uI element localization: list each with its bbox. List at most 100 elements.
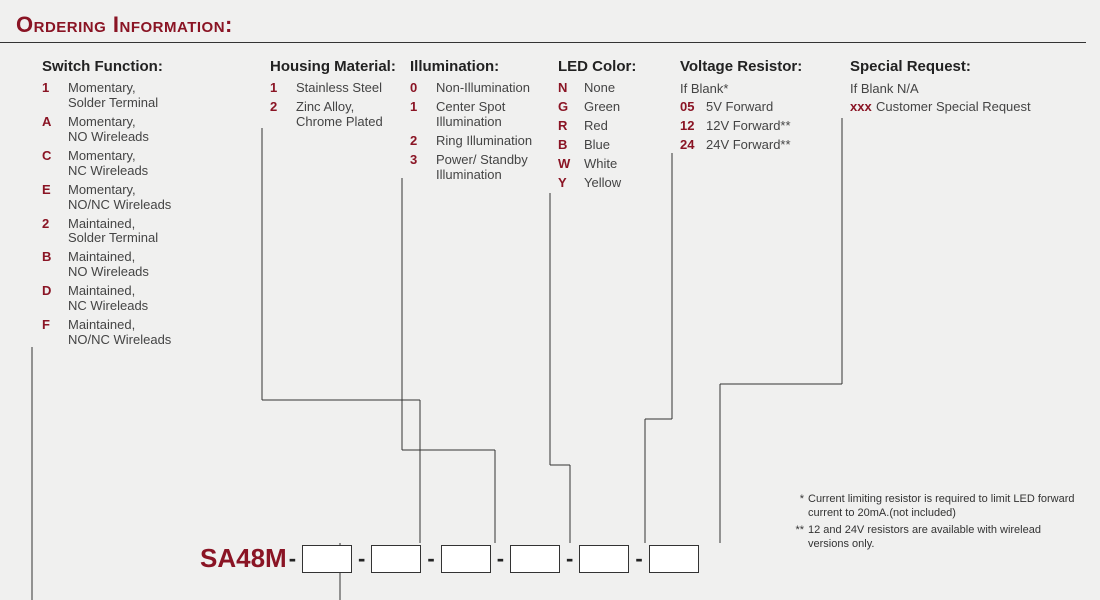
option-code: 2 (410, 134, 436, 149)
option-label: Power/ StandbyIllumination (436, 153, 528, 183)
option-code: C (42, 149, 68, 164)
option-code: A (42, 115, 68, 130)
option-row: DMaintained,NC Wireleads (42, 284, 171, 314)
column-housing: Housing Material:1Stainless Steel2Zinc A… (270, 58, 396, 134)
dash: - (497, 546, 504, 572)
option-code: 12 (680, 119, 706, 134)
option-row: BBlue (558, 138, 636, 153)
if-blank-note: If Blank* (680, 81, 802, 96)
option-row: 055V Forward (680, 100, 802, 115)
option-code: G (558, 100, 584, 115)
option-code: R (558, 119, 584, 134)
option-row: xxxCustomer Special Request (850, 100, 1031, 115)
option-code: 0 (410, 81, 436, 96)
option-row: AMomentary,NO Wireleads (42, 115, 171, 145)
dash: - (635, 546, 642, 572)
option-row: 2Zinc Alloy,Chrome Plated (270, 100, 396, 130)
option-label: Maintained,NO/NC Wireleads (68, 318, 171, 348)
column-switch: Switch Function: 1Momentary,Solder Termin… (42, 58, 171, 352)
column-header: Housing Material: (270, 58, 396, 75)
option-row: BMaintained,NO Wireleads (42, 250, 171, 280)
option-label: 5V Forward (706, 100, 773, 115)
option-label: Red (584, 119, 608, 134)
column-header: Switch Function: (42, 58, 171, 75)
option-row: 1Center SpotIllumination (410, 100, 532, 130)
option-code: xxx (850, 100, 876, 115)
option-label: Maintained,Solder Terminal (68, 217, 158, 247)
option-code: E (42, 183, 68, 198)
option-label: 24V Forward** (706, 138, 791, 153)
option-label: Non-Illumination (436, 81, 530, 96)
option-label: Stainless Steel (296, 81, 382, 96)
option-code: 3 (410, 153, 436, 168)
option-row: 2Ring Illumination (410, 134, 532, 149)
option-label: 12V Forward** (706, 119, 791, 134)
option-code: Y (558, 176, 584, 191)
option-row: EMomentary,NO/NC Wireleads (42, 183, 171, 213)
option-label: Maintained,NC Wireleads (68, 284, 148, 314)
option-row: GGreen (558, 100, 636, 115)
option-row: 1Stainless Steel (270, 81, 396, 96)
part-box (371, 545, 421, 573)
part-box (649, 545, 699, 573)
option-code: 05 (680, 100, 706, 115)
page-title: Ordering Information: (0, 0, 1086, 43)
option-code: 24 (680, 138, 706, 153)
if-blank-note: If Blank N/A (850, 81, 1031, 96)
option-label: White (584, 157, 617, 172)
part-box (510, 545, 560, 573)
option-label: Ring Illumination (436, 134, 532, 149)
footnote-text: Current limiting resistor is required to… (808, 492, 1080, 521)
option-label: Zinc Alloy,Chrome Plated (296, 100, 383, 130)
part-number-row: SA48M------ (200, 543, 703, 574)
column-header: Voltage Resistor: (680, 58, 802, 75)
footnote-text: 12 and 24V resistors are available with … (808, 523, 1080, 552)
option-row: 2Maintained,Solder Terminal (42, 217, 171, 247)
column-header: LED Color: (558, 58, 636, 75)
part-box (441, 545, 491, 573)
footnote: *Current limiting resistor is required t… (790, 492, 1080, 521)
option-row: 1212V Forward** (680, 119, 802, 134)
part-box (302, 545, 352, 573)
column-special: Special Request: If Blank N/A xxxCustomer … (850, 58, 1031, 119)
column-header: Illumination: (410, 58, 532, 75)
part-box (579, 545, 629, 573)
option-row: 0Non-Illumination (410, 81, 532, 96)
column-header: Special Request: (850, 58, 1031, 75)
option-label: Center SpotIllumination (436, 100, 505, 130)
option-row: 2424V Forward** (680, 138, 802, 153)
part-prefix: SA48M (200, 543, 287, 574)
option-code: N (558, 81, 584, 96)
dash: - (358, 546, 365, 572)
option-code: 2 (42, 217, 68, 232)
column-led: LED Color:NNoneGGreenRRedBBlueWWhiteYYel… (558, 58, 636, 195)
footnotes: *Current limiting resistor is required t… (790, 492, 1080, 553)
option-label: Customer Special Request (876, 100, 1031, 115)
option-label: Blue (584, 138, 610, 153)
option-row: CMomentary,NC Wireleads (42, 149, 171, 179)
option-row: WWhite (558, 157, 636, 172)
option-label: None (584, 81, 615, 96)
option-code: 1 (270, 81, 296, 96)
option-row: FMaintained,NO/NC Wireleads (42, 318, 171, 348)
option-label: Momentary,NO Wireleads (68, 115, 149, 145)
option-label: Momentary,NO/NC Wireleads (68, 183, 171, 213)
option-label: Yellow (584, 176, 621, 191)
option-code: 1 (42, 81, 68, 96)
option-code: 1 (410, 100, 436, 115)
footnote-mark: ** (790, 523, 808, 552)
column-volt: Voltage Resistor:If Blank*055V Forward12… (680, 58, 802, 157)
option-code: 2 (270, 100, 296, 115)
option-label: Maintained,NO Wireleads (68, 250, 149, 280)
footnote: **12 and 24V resistors are available wit… (790, 523, 1080, 552)
option-label: Momentary,Solder Terminal (68, 81, 158, 111)
option-code: W (558, 157, 584, 172)
option-row: 3Power/ StandbyIllumination (410, 153, 532, 183)
option-code: F (42, 318, 68, 333)
option-code: B (42, 250, 68, 265)
option-label: Green (584, 100, 620, 115)
option-row: NNone (558, 81, 636, 96)
dash: - (427, 546, 434, 572)
column-illum: Illumination:0Non-Illumination1Center Sp… (410, 58, 532, 187)
footnote-mark: * (790, 492, 808, 521)
